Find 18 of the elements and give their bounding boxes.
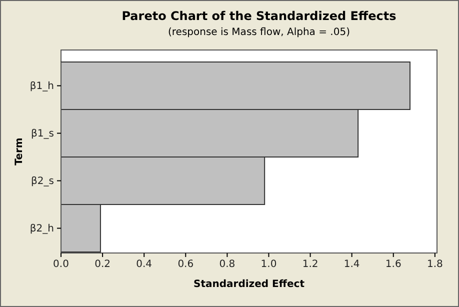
chart-subtitle: (response is Mass flow, Alpha = .05): [168, 27, 350, 38]
y-tick-label: β2_h: [30, 223, 54, 234]
x-tick-label: 0.8: [219, 259, 236, 270]
y-tick-label: β2_s: [31, 176, 54, 187]
x-tick-label: 1.4: [344, 259, 360, 270]
x-tick-label: 0.0: [53, 259, 69, 270]
y-tick-label: β1_s: [31, 128, 54, 140]
x-tick-label: 0.4: [136, 259, 152, 270]
y-axis-title: Term: [14, 138, 25, 166]
x-tick-label: 1.0: [260, 259, 277, 270]
x-tick-label: 0.6: [178, 259, 194, 270]
x-axis-title: Standardized Effect: [194, 279, 305, 290]
y-tick-label: β1_h: [30, 80, 54, 92]
x-tick-label: 1.2: [302, 259, 318, 270]
x-tick-label: 0.2: [94, 259, 110, 270]
chart-title: Pareto Chart of the Standardized Effects: [122, 9, 396, 23]
x-tick-label: 1.6: [385, 259, 402, 270]
x-tick-label: 1.8: [426, 259, 443, 270]
